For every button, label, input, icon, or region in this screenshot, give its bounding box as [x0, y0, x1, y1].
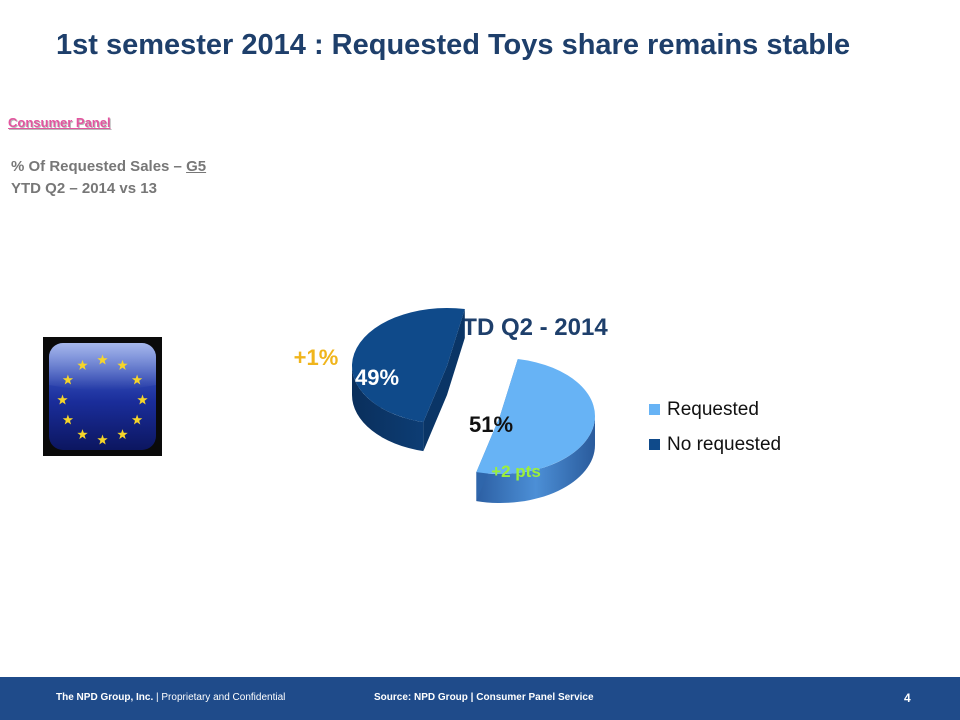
footer-company: The NPD Group, Inc. [56, 692, 154, 703]
data-label-requested: 51% [469, 412, 513, 437]
eu-flag-icon [43, 337, 162, 456]
pie-slice-group-no-requested [352, 308, 465, 452]
legend-swatch-no-requested [649, 439, 660, 450]
legend-swatch-requested [649, 404, 660, 415]
annotation-requested: +2 pts [491, 462, 541, 481]
pie-slice-requested [476, 359, 595, 474]
pie-slice-no-requested [352, 308, 465, 423]
pie-chart: YTD Q2 - 2014 51% 49% +2 pts +1% Requested N… [294, 308, 781, 504]
legend-label-requested: Requested [667, 399, 759, 420]
legend-label-no-requested: No requested [667, 434, 781, 455]
slide-title: 1st semester 2014 : Requested Toys share… [56, 29, 851, 61]
subtitle-prefix: % Of Requested Sales – [11, 158, 187, 175]
chart-title: YTD Q2 - 2014 [446, 314, 608, 341]
pie-side-no-requested [352, 366, 424, 452]
subtitle-g5-link[interactable]: G5 [186, 158, 207, 175]
chart-subtitle: % Of Requested Sales – G5 YTD Q2 – 2014 … [11, 156, 206, 200]
footer-source: Source: NPD Group | Consumer Panel Servi… [374, 692, 594, 703]
pie-slice-group-requested [476, 359, 595, 504]
pie-side-requested [476, 416, 595, 504]
subtitle-line-1: % Of Requested Sales – G5 [11, 156, 206, 178]
subtitle-line-2: YTD Q2 – 2014 vs 13 [11, 180, 157, 197]
annotation-no-requested: +1% [294, 345, 339, 370]
footer-separator: | [153, 692, 162, 703]
footer-confidential: Proprietary and Confidential [161, 692, 286, 703]
consumer-panel-link[interactable]: Consumer Panel [8, 115, 111, 130]
pie-cut-face [423, 366, 447, 452]
footer-company-info: The NPD Group, Inc. | Proprietary and Co… [56, 692, 285, 703]
data-label-no-requested: 49% [355, 365, 399, 390]
page-number: 4 [904, 691, 911, 705]
footer-bar: The NPD Group, Inc. | Proprietary and Co… [0, 677, 960, 720]
pie-cut-face [447, 309, 465, 395]
